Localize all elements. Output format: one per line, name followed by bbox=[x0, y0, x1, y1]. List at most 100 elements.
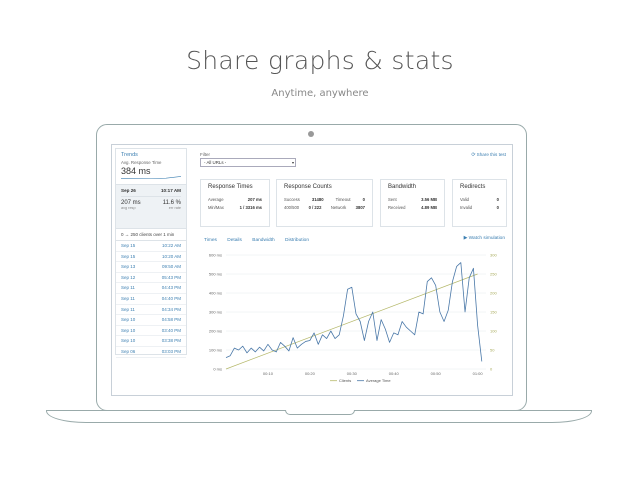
rd-valid-label: Valid bbox=[460, 197, 470, 202]
legend-label-clients: Clients bbox=[339, 378, 351, 383]
rd-invalid-value: 0 bbox=[496, 205, 499, 210]
history-date: Sep 10 bbox=[121, 338, 136, 344]
history-row[interactable]: Sep 13 09:50 AM bbox=[116, 262, 186, 273]
history-row[interactable]: Sep 11 04:40 PM bbox=[116, 294, 186, 305]
history-row[interactable]: Sep 15 10:20 AM bbox=[116, 252, 186, 263]
x-tick-label: 00:40 bbox=[389, 371, 400, 376]
history-time: 05:43 PM bbox=[161, 274, 181, 280]
trend-metric-value: 384 ms bbox=[121, 166, 151, 176]
rt-average-value: 207 ms bbox=[247, 197, 262, 202]
y-right-tick-label: 300 bbox=[490, 253, 497, 258]
y-left-tick-label: 0 ms bbox=[213, 367, 222, 372]
filter-label: Filter bbox=[200, 152, 210, 157]
rc-timeout-label: Timeout bbox=[335, 197, 351, 202]
rc-success-label: Success bbox=[284, 197, 300, 202]
history-time: 03:03 PM bbox=[161, 348, 181, 354]
selected-test[interactable]: Sep 26 10:17 AM 207 ms 11.6 % avg resp e… bbox=[116, 185, 186, 229]
trend-title[interactable]: Trends bbox=[121, 152, 138, 158]
y-left-tick-label: 600 ms bbox=[209, 253, 222, 258]
bandwidth-title: Bandwidth bbox=[388, 184, 417, 190]
history-date: Sep 10 bbox=[121, 317, 136, 323]
history-row[interactable]: Sep 06 03:03 PM bbox=[116, 347, 186, 358]
selected-response-label: avg resp bbox=[121, 206, 136, 210]
rc-network-label: Network bbox=[330, 205, 347, 210]
tab-details[interactable]: Details bbox=[227, 238, 242, 243]
rc-errors-label: 400/500 bbox=[284, 205, 300, 210]
y-right-tick-label: 200 bbox=[490, 291, 497, 296]
history-date: Sep 11 bbox=[121, 306, 135, 312]
response-counts-card: Response Counts Success 31480 Timeout 0 … bbox=[276, 179, 373, 227]
url-filter-select[interactable]: - All URLs - ▾ bbox=[200, 158, 296, 167]
bw-received-label: Received bbox=[388, 205, 406, 210]
y-left-tick-label: 500 ms bbox=[209, 272, 222, 277]
history-time: 09:50 AM bbox=[161, 264, 181, 270]
history-row[interactable]: Sep 15 10:22 AM bbox=[116, 241, 186, 252]
average-time-series-line bbox=[225, 262, 483, 362]
watch-simulation-link[interactable]: ▶ Watch simulation bbox=[464, 236, 505, 241]
trend-sparkline bbox=[121, 176, 181, 179]
history-row[interactable]: Sep 10 03:38 PM bbox=[116, 336, 186, 347]
bandwidth-card: Bandwidth Sent 3.56 MB Received 4.89 MB bbox=[380, 179, 445, 227]
history-date: Sep 15 bbox=[121, 243, 136, 248]
selected-error-rate: 11.6 % bbox=[162, 200, 181, 206]
selected-response: 207 ms bbox=[121, 200, 141, 206]
history-row[interactable]: Sep 10 03:40 PM bbox=[116, 326, 186, 337]
redirects-title: Redirects bbox=[460, 184, 486, 190]
history-row[interactable]: Sep 11 04:34 PM bbox=[116, 305, 186, 316]
history-date: Sep 06 bbox=[121, 348, 136, 354]
response-times-card: Response Times Average 207 ms Min/Max 1 / … bbox=[200, 179, 270, 227]
bw-sent-label: Sent bbox=[388, 197, 397, 202]
selected-time: 10:17 AM bbox=[161, 188, 181, 193]
y-right-tick-label: 250 bbox=[490, 272, 497, 277]
app-screen: Trends Avg. Response Time 384 ms Sep 26 … bbox=[111, 144, 513, 396]
laptop-camera bbox=[308, 131, 314, 137]
share-test-link[interactable]: ⟳Share this test bbox=[471, 152, 506, 158]
x-tick-label: 01:00 bbox=[473, 371, 484, 376]
bw-sent-value: 3.56 MB bbox=[421, 197, 437, 202]
history-date: Sep 11 bbox=[121, 295, 135, 301]
laptop-notch bbox=[285, 410, 355, 415]
history-date: Sep 12 bbox=[121, 274, 136, 280]
history-row[interactable]: Sep 10 04:58 PM bbox=[116, 315, 186, 326]
bw-received-value: 4.89 MB bbox=[421, 205, 437, 210]
history-time: 10:20 AM bbox=[161, 253, 181, 259]
clients-summary: 0 → 250 clients over 1 min bbox=[116, 229, 186, 241]
watch-simulation-label: Watch simulation bbox=[468, 236, 505, 241]
tab-bandwidth[interactable]: Bandwidth bbox=[252, 238, 275, 243]
rd-invalid-label: Invalid bbox=[460, 205, 473, 210]
clients-series-line bbox=[225, 273, 478, 370]
response-time-chart: 0 ms 100 ms 200 ms 300 ms 400 ms 500 ms 600 ms… bbox=[209, 253, 498, 384]
share-icon: ⟳ bbox=[471, 152, 476, 158]
y-right-tick-label: 50 bbox=[490, 348, 495, 353]
rd-valid-value: 0 bbox=[496, 197, 499, 202]
response-counts-title: Response Counts bbox=[284, 184, 332, 190]
history-row[interactable]: Sep 11 04:43 PM bbox=[116, 283, 186, 294]
share-test-label: Share this test bbox=[476, 152, 506, 157]
y-left-tick-label: 200 ms bbox=[209, 329, 222, 334]
x-tick-label: 00:50 bbox=[431, 371, 442, 376]
tab-times[interactable]: Times bbox=[204, 238, 217, 243]
y-left-tick-label: 100 ms bbox=[209, 348, 222, 353]
history-row[interactable]: Sep 12 05:43 PM bbox=[116, 273, 186, 284]
rt-average-label: Average bbox=[208, 197, 224, 202]
rt-minmax-label: Min/Max bbox=[208, 205, 224, 210]
rc-timeout-value: 0 bbox=[362, 197, 365, 202]
x-tick-label: 00:30 bbox=[347, 371, 358, 376]
history-date: Sep 11 bbox=[121, 285, 135, 291]
history-time: 04:58 PM bbox=[161, 317, 181, 323]
response-times-title: Response Times bbox=[208, 184, 253, 190]
rc-errors-value: 0 / 222 bbox=[308, 205, 322, 210]
history-time: 03:40 PM bbox=[161, 327, 181, 333]
x-tick-label: 00:20 bbox=[305, 371, 316, 376]
y-right-tick-label: 0 bbox=[490, 367, 493, 372]
selected-date: Sep 26 bbox=[121, 188, 136, 193]
redirects-card: Redirects Valid 0 Invalid 0 bbox=[452, 179, 507, 227]
chevron-down-icon: ▾ bbox=[291, 160, 294, 165]
history-time: 10:22 AM bbox=[161, 243, 181, 248]
x-tick-label: 00:10 bbox=[263, 371, 274, 376]
y-left-tick-label: 300 ms bbox=[209, 310, 222, 315]
tab-distribution[interactable]: Distribution bbox=[285, 238, 309, 243]
y-right-tick-label: 100 bbox=[490, 329, 497, 334]
history-time: 03:38 PM bbox=[161, 338, 181, 344]
trend-summary[interactable]: Trends Avg. Response Time 384 ms bbox=[116, 149, 186, 185]
